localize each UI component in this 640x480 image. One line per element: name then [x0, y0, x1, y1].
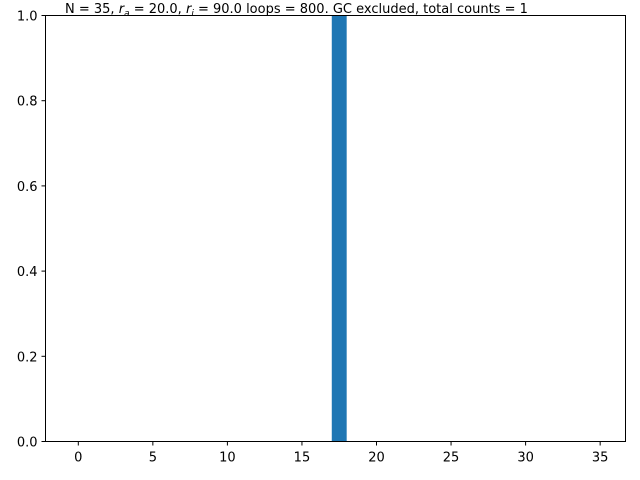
x-tick-label: 5 — [149, 451, 157, 466]
x-tick-label: 35 — [592, 451, 609, 466]
y-tick-label: 0.0 — [17, 436, 38, 451]
y-tick-label: 0.2 — [17, 350, 38, 365]
x-tick-label: 25 — [443, 451, 460, 466]
y-tick-label: 1.0 — [17, 10, 38, 25]
x-axis: 0 5 10 15 20 25 30 35 — [74, 441, 609, 466]
y-tick-label: 0.8 — [17, 95, 38, 110]
y-tick-label: 0.4 — [17, 265, 38, 280]
axes-frame — [45, 15, 626, 442]
x-tick-label: 10 — [219, 451, 236, 466]
x-tick-label: 30 — [517, 451, 534, 466]
x-tick-label: 15 — [294, 451, 311, 466]
x-tick-label: 0 — [74, 451, 82, 466]
y-tick-label: 0.6 — [17, 180, 38, 195]
y-axis: 0.0 0.2 0.4 0.6 0.8 1.0 — [17, 10, 46, 451]
bar-17 — [331, 15, 347, 442]
chart-title: N = 35, ra = 20.0, ri = 90.0 loops = 800… — [65, 2, 528, 19]
x-tick-label: 20 — [368, 451, 385, 466]
bars — [331, 15, 347, 442]
